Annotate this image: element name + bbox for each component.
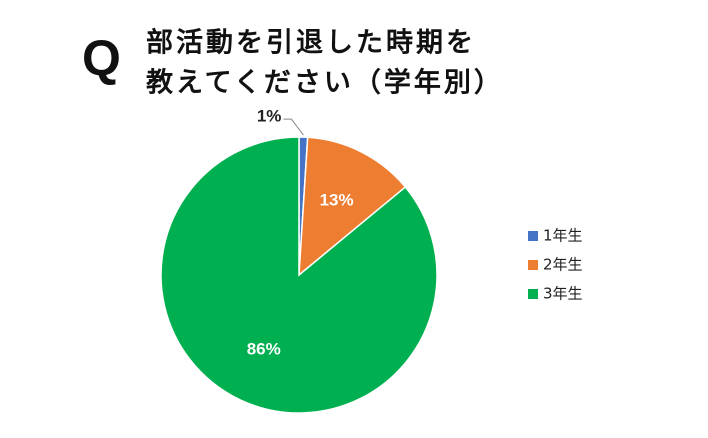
legend-swatch bbox=[528, 231, 538, 241]
legend-label: 1年生 bbox=[543, 227, 583, 245]
pie-slice bbox=[160, 136, 438, 414]
pie-slice bbox=[298, 136, 407, 277]
legend-swatch bbox=[528, 289, 538, 299]
chart-title: 教えてください（学年別） bbox=[146, 67, 504, 99]
legend-swatch bbox=[528, 260, 538, 270]
title-mark: Q bbox=[82, 30, 121, 86]
legend-label: 2年生 bbox=[543, 256, 583, 274]
chart-title: 部活動を引退した時期を bbox=[146, 27, 476, 59]
data-label: 1% bbox=[257, 107, 282, 126]
leader-line bbox=[283, 118, 304, 136]
legend-label: 3年生 bbox=[543, 285, 583, 303]
data-label: 86% bbox=[247, 339, 281, 358]
data-label: 13% bbox=[320, 191, 354, 210]
